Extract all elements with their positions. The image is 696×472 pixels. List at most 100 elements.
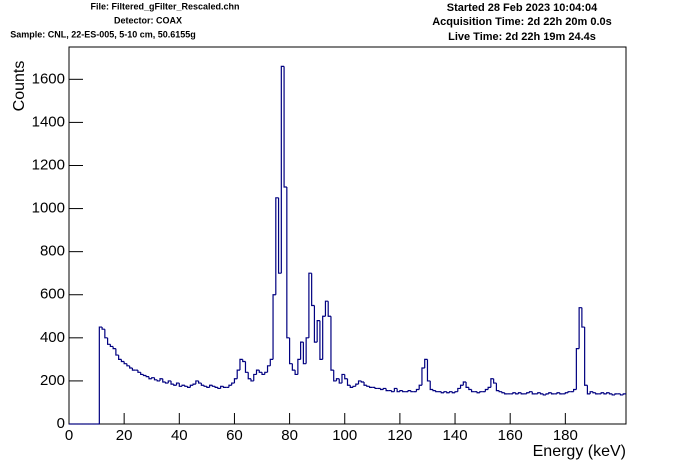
histogram-bin	[277, 197, 282, 274]
histogram-bin	[407, 390, 411, 392]
histogram-bin	[531, 391, 536, 395]
histogram-bin	[424, 358, 428, 368]
header-live-time: Live Time: 2d 22h 19m 24.4s	[448, 31, 596, 43]
histogram-bin	[592, 391, 596, 394]
histogram-bin	[611, 393, 615, 396]
histogram-bin	[250, 378, 254, 382]
histogram-bin	[360, 380, 365, 383]
histogram-bin	[520, 392, 524, 395]
header-sample: Sample: CNL, 22-ES-005, 5-10 cm, 50.6155…	[10, 29, 196, 39]
histogram-bin	[512, 392, 516, 394]
histogram-bin	[495, 383, 500, 392]
histogram-bin	[603, 392, 607, 395]
histogram-bin	[567, 391, 571, 393]
x-tick-label: 100	[332, 427, 357, 444]
histogram-bin	[112, 346, 116, 350]
histogram-bin	[586, 385, 591, 395]
histogram-bin	[537, 392, 541, 394]
histogram-bin	[462, 381, 467, 386]
histogram-bin	[435, 390, 439, 393]
histogram-bin	[297, 358, 301, 375]
histogram-bin	[115, 348, 119, 356]
histogram-bin	[300, 341, 304, 360]
histogram-bin	[454, 391, 458, 393]
histogram-bin	[338, 378, 342, 384]
histogram-bin	[181, 384, 185, 387]
histogram-bin	[120, 359, 125, 363]
histogram-bin	[269, 358, 274, 366]
histogram-bin	[504, 392, 508, 395]
histogram-bin	[280, 65, 285, 274]
histogram-bin	[539, 392, 544, 395]
histogram-bin	[379, 388, 384, 391]
histogram-bin	[490, 378, 494, 388]
histogram-bin	[573, 388, 577, 392]
histogram-bin	[550, 392, 555, 395]
x-axis-title: Energy (keV)	[533, 443, 626, 460]
histogram-bin	[162, 378, 166, 383]
histogram-bin	[410, 390, 414, 393]
histogram-bin	[346, 378, 351, 386]
histogram-bin	[600, 392, 604, 394]
histogram-bin	[528, 391, 533, 393]
histogram-bin	[402, 390, 406, 393]
histogram-bin	[239, 358, 243, 371]
header-file: File: Filtered_gFilter_Rescaled.chn	[90, 1, 239, 11]
histogram-bin	[184, 385, 188, 387]
histogram-bin	[228, 384, 232, 388]
histogram-bin	[272, 294, 276, 360]
histogram-bin	[426, 359, 431, 382]
histogram-bin	[288, 337, 293, 365]
histogram-bin	[575, 348, 580, 390]
histogram-bin	[283, 66, 287, 188]
histogram-bin	[302, 342, 307, 365]
x-tick-label: 20	[116, 427, 133, 444]
histogram-bin	[153, 377, 158, 381]
histogram-bin	[429, 380, 433, 391]
histogram-bin	[242, 359, 246, 363]
histogram-bin	[349, 385, 354, 388]
histogram-bin	[123, 361, 127, 365]
histogram-bin	[335, 378, 340, 381]
histogram-bin	[493, 378, 497, 384]
histogram-bin	[258, 370, 263, 373]
y-tick-label: 600	[40, 286, 65, 303]
histogram-bin	[291, 363, 296, 371]
histogram-bin	[137, 370, 141, 373]
x-tick-label: 160	[498, 427, 523, 444]
histogram-bin	[209, 384, 213, 388]
histogram-bin	[578, 307, 582, 349]
histogram-bin	[131, 367, 136, 371]
x-tick-label: 40	[171, 427, 188, 444]
x-tick-label: 0	[65, 427, 73, 444]
histogram-bin	[247, 372, 251, 380]
histogram-bin	[206, 386, 210, 388]
histogram-bin	[581, 307, 585, 328]
histogram-bin	[324, 300, 329, 317]
histogram-bin	[211, 385, 216, 387]
histogram-bin	[159, 378, 163, 381]
histogram-bin	[275, 197, 279, 295]
header-started: Started 28 Feb 2023 10:04:04	[447, 2, 598, 14]
histogram-bin	[517, 392, 522, 394]
histogram-bin	[164, 381, 169, 384]
histogram-bin	[266, 365, 271, 373]
histogram-bin	[385, 388, 389, 392]
histogram-bin	[195, 380, 199, 385]
x-tick-label: 180	[553, 427, 578, 444]
histogram-bin	[352, 385, 356, 388]
histogram-bin	[118, 355, 122, 360]
histogram-bin	[261, 372, 265, 376]
histogram-bin	[142, 374, 147, 377]
histogram-bin	[399, 390, 403, 392]
histogram-bin	[233, 378, 238, 384]
histogram-bin	[448, 391, 453, 393]
histogram-bin	[151, 377, 155, 379]
histogram-bin	[344, 374, 348, 380]
histogram-bin	[396, 388, 400, 393]
histogram-bin	[418, 384, 422, 390]
histogram-bin	[222, 386, 227, 388]
histogram-bin	[393, 387, 398, 392]
histogram-bin	[107, 337, 111, 345]
histogram-bin	[584, 327, 588, 386]
